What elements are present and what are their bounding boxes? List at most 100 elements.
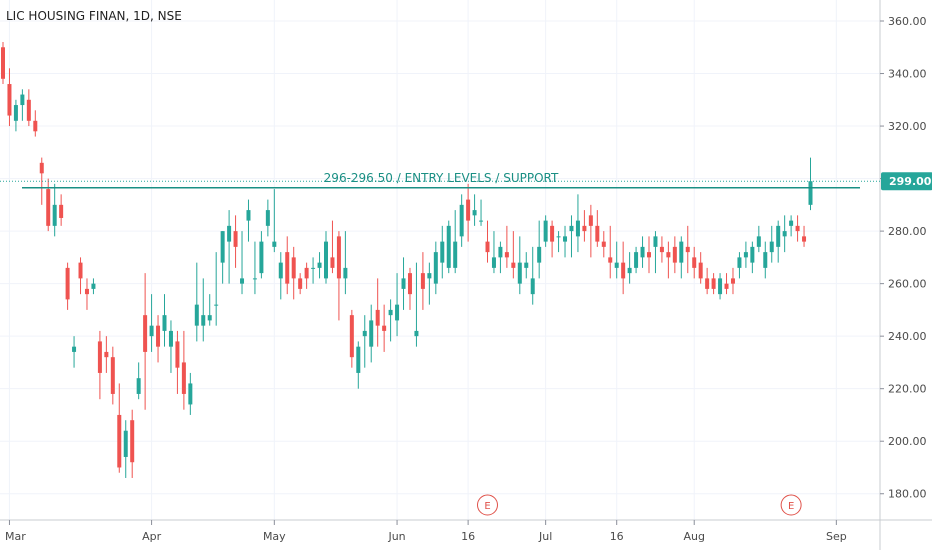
candle[interactable] (91, 278, 96, 295)
candle[interactable] (763, 241, 768, 279)
candle[interactable] (407, 267, 412, 310)
candle[interactable] (789, 215, 794, 237)
candle[interactable] (298, 273, 303, 295)
candle[interactable] (782, 215, 787, 253)
candle[interactable] (52, 183, 57, 237)
candle[interactable] (149, 294, 154, 352)
candle[interactable] (647, 236, 651, 274)
candle[interactable] (453, 210, 458, 274)
earnings-marker[interactable]: E (780, 494, 802, 516)
candle[interactable] (401, 257, 406, 310)
candle[interactable] (433, 241, 438, 295)
candle[interactable] (214, 252, 219, 326)
candle[interactable] (259, 231, 264, 279)
candle[interactable] (537, 220, 542, 279)
candle[interactable] (575, 194, 580, 253)
candle[interactable] (13, 99, 18, 132)
candle[interactable] (427, 262, 432, 305)
candle[interactable] (136, 362, 141, 400)
candle[interactable] (705, 267, 710, 295)
candle[interactable] (756, 225, 761, 253)
candle[interactable] (730, 267, 735, 295)
candle[interactable] (420, 252, 425, 310)
candle[interactable] (252, 241, 257, 295)
candle[interactable] (104, 336, 109, 373)
candle[interactable] (84, 278, 89, 310)
candle[interactable] (608, 225, 613, 279)
candle[interactable] (563, 225, 568, 258)
candle[interactable] (750, 241, 755, 274)
candle[interactable] (659, 236, 664, 263)
candle[interactable] (627, 252, 632, 284)
candle[interactable] (543, 215, 548, 247)
candle[interactable] (7, 68, 12, 127)
candle[interactable] (356, 341, 361, 389)
candle[interactable] (1, 42, 5, 85)
candle[interactable] (240, 231, 245, 295)
candle[interactable] (743, 241, 748, 268)
candle[interactable] (582, 210, 587, 242)
candle[interactable] (550, 220, 555, 258)
candle[interactable] (588, 204, 593, 258)
candle[interactable] (498, 241, 503, 274)
candle[interactable] (336, 231, 341, 321)
candle[interactable] (233, 215, 238, 268)
time-axis[interactable]: Mar Apr May Jun 16 Jul 16 Aug Sep (5, 520, 847, 543)
candle[interactable] (20, 89, 25, 121)
candle[interactable] (472, 194, 477, 226)
candle[interactable] (143, 273, 148, 410)
candle[interactable] (72, 336, 77, 368)
candle[interactable] (511, 231, 516, 279)
candle[interactable] (175, 330, 180, 394)
candle[interactable] (466, 183, 471, 242)
candle[interactable] (698, 252, 703, 284)
candle[interactable] (97, 330, 102, 400)
candle[interactable] (362, 315, 367, 368)
earnings-marker[interactable]: E (477, 494, 498, 516)
candle[interactable] (291, 246, 296, 300)
candle[interactable] (227, 210, 232, 284)
candle[interactable] (634, 246, 639, 274)
candle[interactable] (46, 178, 51, 232)
candle[interactable] (382, 304, 387, 352)
candle[interactable] (162, 294, 167, 347)
candle[interactable] (556, 231, 561, 253)
candle[interactable] (388, 299, 393, 342)
candle[interactable] (207, 294, 212, 326)
candle[interactable] (479, 199, 484, 226)
candle[interactable] (220, 231, 225, 284)
candle[interactable] (123, 420, 128, 478)
candle[interactable] (168, 320, 173, 373)
candle[interactable] (130, 409, 135, 478)
candle[interactable] (621, 241, 626, 295)
candle[interactable] (311, 257, 316, 284)
candle[interactable] (640, 236, 645, 268)
candle[interactable] (330, 220, 335, 274)
candle[interactable] (737, 252, 742, 279)
candle[interactable] (776, 220, 781, 263)
candle[interactable] (369, 304, 374, 363)
candle[interactable] (278, 252, 283, 300)
candle[interactable] (524, 252, 529, 279)
candle[interactable] (672, 236, 677, 274)
candle[interactable] (304, 262, 309, 289)
candle[interactable] (517, 236, 522, 295)
candle[interactable] (39, 157, 44, 205)
candle[interactable] (459, 194, 464, 247)
candle[interactable] (349, 309, 354, 368)
candle[interactable] (614, 241, 619, 279)
candle[interactable] (317, 252, 322, 279)
candle[interactable] (65, 262, 70, 310)
candle[interactable] (440, 225, 445, 279)
candle[interactable] (653, 231, 658, 274)
candle[interactable] (595, 210, 600, 247)
candle[interactable] (265, 199, 270, 237)
candle[interactable] (491, 231, 496, 274)
candle[interactable] (711, 273, 716, 295)
candle[interactable] (181, 330, 186, 410)
candle[interactable] (569, 215, 574, 258)
candle[interactable] (343, 231, 348, 295)
candle[interactable] (679, 236, 684, 279)
